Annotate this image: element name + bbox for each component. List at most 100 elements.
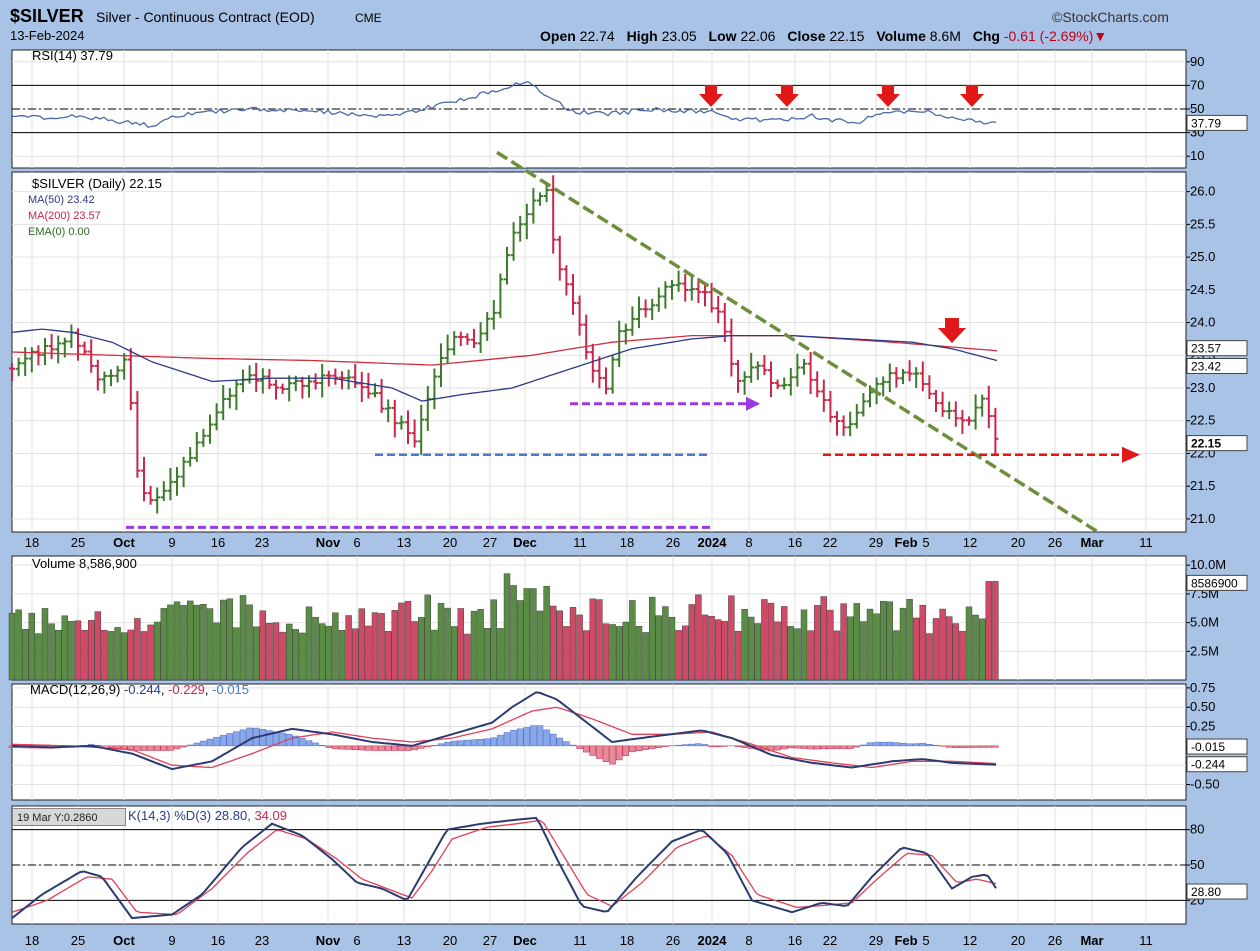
chart-header: $SILVER Silver - Continuous Contract (EO… [0, 0, 1260, 46]
price-bar [913, 367, 920, 388]
price-bar [761, 354, 768, 376]
volume-bar [444, 607, 451, 681]
macd-hist-bar [371, 745, 379, 751]
price-bar [253, 362, 260, 392]
macd-hist-bar [648, 745, 656, 749]
macd-hist-bar [820, 745, 828, 750]
price-bar [807, 352, 814, 395]
volume-bar [939, 608, 946, 681]
price-y-tick: 26.0 [1190, 184, 1215, 199]
volume-bar [761, 599, 768, 681]
price-bar [919, 361, 926, 392]
price-bar [114, 365, 121, 383]
price-bar [15, 357, 22, 377]
volume-bar [748, 616, 755, 681]
panels [11, 49, 1187, 925]
macd-legend-signal: -0.229 [168, 682, 205, 697]
volume-bar [490, 599, 497, 681]
macd-hist-bar [985, 745, 993, 748]
macd-last-tag: -0.244 [1186, 756, 1248, 773]
rsi-last-tag-box [1186, 114, 1248, 131]
volume-bar [946, 616, 953, 681]
macd-hist-bar [239, 729, 247, 747]
price-bar [636, 296, 642, 329]
down-arrow-icon [960, 85, 984, 107]
macd-hist-bar [866, 742, 874, 747]
high-label: High [626, 28, 658, 44]
volume-bar [556, 610, 563, 681]
price-bar [603, 367, 609, 395]
volume-bar [61, 615, 68, 681]
macd-hist-bar [338, 745, 346, 750]
macd-hist-bar [780, 745, 788, 750]
macd-hist-bar [945, 745, 953, 748]
price-bar [642, 299, 649, 318]
x-tick-label-bottom: 8 [745, 933, 752, 948]
volume-bar [721, 621, 728, 681]
volume-bar [952, 623, 959, 681]
legend-ma50: MA(50) 23.42 [28, 194, 95, 206]
x-tick-label: 26 [666, 535, 680, 550]
x-tick-label-bottom: 18 [620, 933, 634, 948]
volume-bar [292, 629, 299, 681]
instrument-description: Silver - Continuous Contract (EOD) [96, 9, 315, 25]
volume-bar [919, 604, 926, 681]
x-tick-label: 26 [1048, 535, 1062, 550]
price-bar [939, 391, 946, 417]
price-bar [959, 410, 966, 434]
price-bar [200, 428, 207, 447]
volume-bar [794, 628, 801, 681]
volume-bar [820, 596, 827, 681]
volume-bar [457, 608, 464, 681]
price-y-tick: 25.5 [1190, 216, 1215, 231]
volume-bar [675, 630, 682, 681]
price-bar [81, 341, 88, 355]
volume-last-tag-text: 8586900 [1191, 576, 1238, 590]
stoch-last-tag: 28.80 [1186, 883, 1248, 900]
price-bar [167, 468, 174, 501]
macd-hist-tag-text: -0.015 [1191, 740, 1225, 754]
volume-bar [246, 604, 253, 681]
macd-hist-bar [206, 738, 214, 747]
macd-hist-bar [919, 742, 927, 747]
stoch-last-tag-box [1186, 883, 1248, 900]
price-bar [840, 415, 847, 436]
volume-bar [899, 607, 907, 681]
volume-bar [74, 620, 82, 681]
x-tick-label: 13 [397, 535, 411, 550]
price-bar [510, 222, 517, 261]
x-tick-label: Feb [894, 535, 917, 550]
stockcharts-credit[interactable]: ©StockCharts.com [1052, 9, 1169, 25]
x-tick-label-bottom: 2024 [698, 933, 728, 948]
price-bar [675, 270, 682, 292]
volume-bar [860, 621, 867, 681]
price-bar [583, 314, 590, 360]
price-bar [556, 235, 563, 281]
macd-hist-bar [312, 742, 319, 747]
x-tick-label-bottom: 9 [168, 933, 175, 948]
arrow-shape [960, 85, 984, 107]
volume-panel [8, 573, 999, 681]
volume-bar [8, 612, 16, 681]
macd-hist-bar [431, 745, 438, 747]
macd-hist-bar [266, 730, 273, 747]
price-bar [213, 403, 220, 431]
macd-hist-bar [675, 744, 682, 747]
macd-hist-bar [952, 745, 960, 748]
volume-bar [602, 623, 610, 681]
volume-bar [695, 594, 702, 681]
x-tick-label: 18 [620, 535, 634, 550]
price-bar [438, 343, 444, 388]
x-tick-label-bottom: Oct [113, 933, 135, 948]
price-bar [9, 362, 15, 381]
price-bar [609, 355, 616, 394]
price-bar [814, 371, 821, 398]
volume-bar [134, 618, 141, 681]
volume-bar [418, 617, 425, 681]
price-bar [88, 339, 95, 373]
volume-bar [972, 614, 979, 681]
macd-hist-bar [200, 740, 207, 747]
volume-bar [569, 607, 577, 681]
macd-hist-bar [886, 741, 894, 747]
